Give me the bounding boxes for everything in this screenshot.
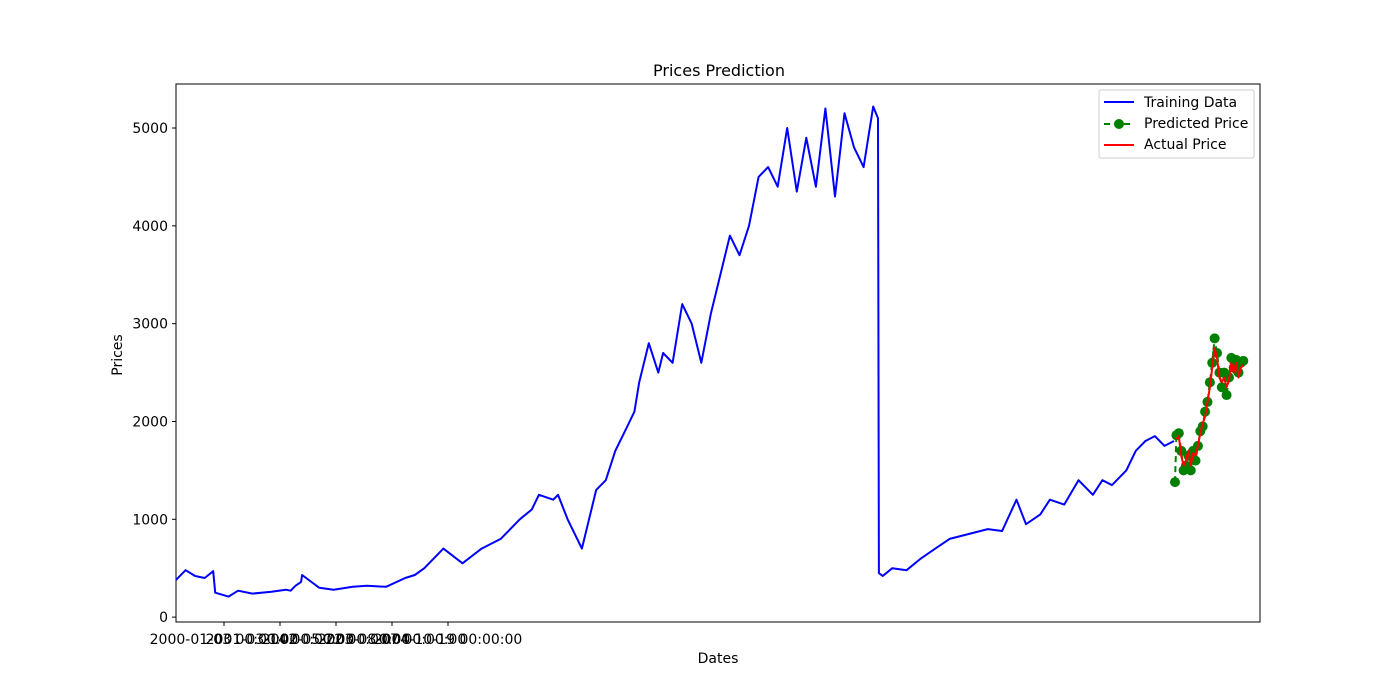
legend-label-training: Training Data [1143, 95, 1237, 111]
x-tick-label: 2004-10-19 00:00:00 [374, 632, 523, 648]
y-axis-label: Prices [110, 334, 126, 375]
y-tick-label: 0 [159, 610, 168, 626]
y-tick-label: 2000 [132, 414, 168, 430]
x-tick-label: 2003-08-07 00:00:00 [318, 632, 467, 648]
predicted-point [1221, 390, 1232, 401]
legend: Training Data Predicted Price Actual Pri… [1098, 89, 1255, 159]
series-line-2 [1175, 347, 1245, 467]
y-axis-ticks: 0 1000 2000 3000 4000 5000 [132, 121, 176, 626]
legend-label-predicted: Predicted Price [1144, 116, 1248, 132]
predicted-point [1238, 355, 1249, 366]
y-tick-label: 4000 [132, 219, 168, 235]
plot-area [175, 83, 1261, 623]
x-axis-label: Dates [698, 651, 739, 667]
predicted-point [1216, 382, 1227, 393]
legend-box [1098, 89, 1255, 159]
legend-marker-predicted [1114, 119, 1124, 129]
predicted-point [1169, 477, 1180, 488]
x-tick-label: 2000-01-03 00:00:00 [150, 632, 299, 648]
series-layer [175, 105, 1249, 598]
x-tick-label: 2002-05-22 00:00:00 [262, 632, 411, 648]
y-tick-label: 3000 [132, 317, 168, 333]
predicted-point [1209, 333, 1220, 344]
x-tick-label: 2001-03-14 00:00:00 [206, 632, 355, 648]
y-tick-label: 1000 [132, 512, 168, 528]
series-line-0 [175, 105, 1175, 598]
predicted-point [1173, 428, 1184, 439]
predicted-point [1185, 465, 1196, 476]
legend-label-actual: Actual Price [1144, 137, 1226, 153]
chart-title: Prices Prediction [653, 61, 785, 80]
y-tick-label: 5000 [132, 121, 168, 137]
